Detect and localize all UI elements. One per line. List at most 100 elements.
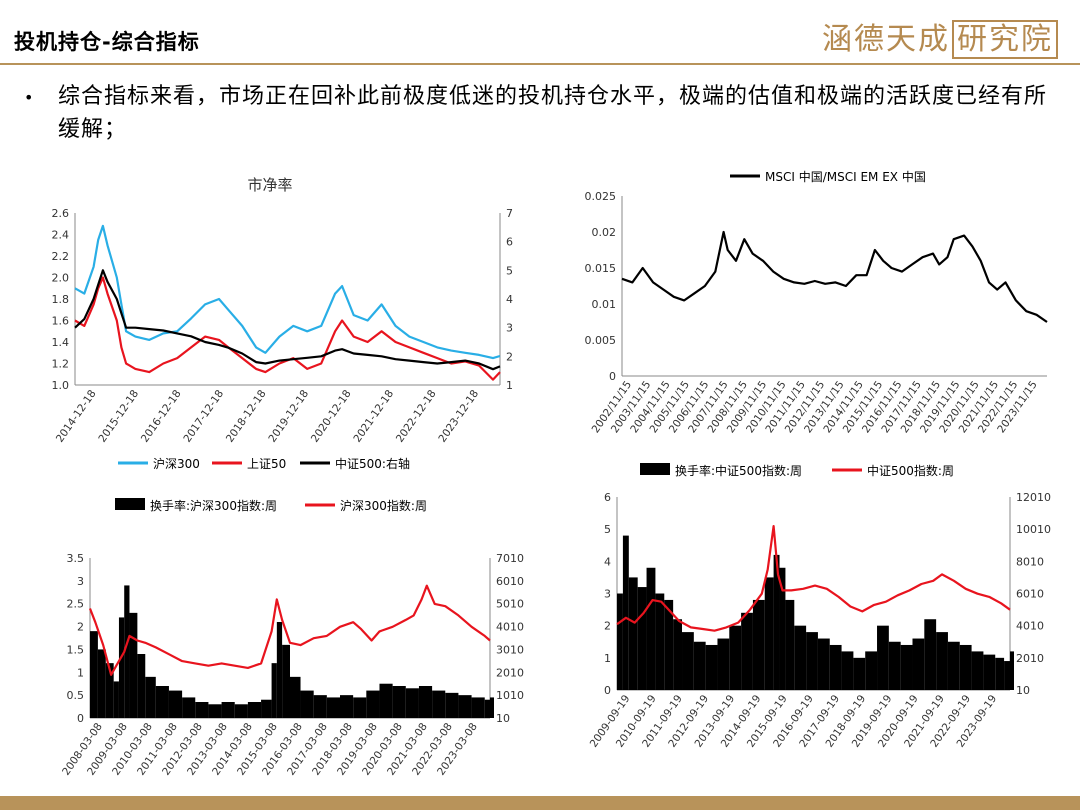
- hs300-y2-tick: 10: [496, 712, 510, 725]
- zz500-bar: [1010, 651, 1014, 690]
- hs300-bar: [208, 704, 222, 718]
- zz500-legend-label: 中证500指数:周: [867, 463, 954, 478]
- zz500-bar: [900, 644, 913, 690]
- zz500-bar: [1004, 661, 1010, 690]
- zz500-y2-tick: 8010: [1016, 555, 1044, 568]
- zz500-bar: [817, 638, 830, 690]
- zz500-bar: [741, 612, 753, 690]
- hs300-bar: [313, 695, 327, 718]
- pb-y2-tick: 2: [506, 350, 513, 363]
- zz500-legend-label: 换手率:中证500指数:周: [675, 463, 802, 478]
- logo-main-text: 涵德天成: [822, 22, 950, 57]
- pb-y-tick: 2.0: [52, 272, 70, 285]
- hs300-series-line: [88, 584, 491, 676]
- zz500-bar: [888, 641, 901, 690]
- hs300-y2-tick: 1010: [496, 689, 524, 702]
- zz500-bar: [664, 599, 674, 690]
- pb-legend-label: 沪深300: [153, 457, 200, 471]
- zz500-bar: [752, 599, 765, 690]
- hs300-bar: [276, 622, 283, 718]
- hs300-legend-label: 换手率:沪深300指数:周: [150, 498, 277, 513]
- zz500-bar: [729, 625, 742, 690]
- zz500-series-line: [616, 525, 1011, 632]
- pb-x-tick: 2014-12-18: [54, 388, 99, 445]
- hs300-bar: [97, 649, 106, 718]
- zz500-bar: [936, 632, 948, 690]
- hs300-bar: [234, 704, 248, 718]
- hs300-bar: [490, 697, 494, 718]
- pb-x-tick: 2020-12-18: [309, 388, 354, 445]
- msci-y-tick: 0.025: [585, 190, 617, 203]
- pb-y2-tick: 1: [506, 379, 513, 392]
- hs300-bar: [137, 654, 146, 718]
- msci-y-tick: 0.01: [592, 298, 617, 311]
- hs300-bar: [90, 631, 98, 718]
- pb-x-tick: 2023-12-18: [436, 388, 481, 445]
- zz500-bar: [617, 593, 623, 690]
- zz500-bar: [646, 567, 656, 690]
- zz500-y-tick: 5: [604, 523, 611, 536]
- zz500-bar: [853, 657, 866, 690]
- pb-y-tick: 2.4: [52, 229, 70, 242]
- pb-x-tick: 2016-12-18: [139, 388, 184, 445]
- header: 投机持仓-综合指标 涵德天成 研究院: [0, 0, 1080, 66]
- zz500-bar: [764, 577, 774, 690]
- pb-y-tick: 1.8: [52, 293, 70, 306]
- hs300-bar: [366, 690, 380, 718]
- zz500-y-tick: 6: [604, 491, 611, 504]
- zz500-bar: [971, 651, 984, 690]
- hs300-y-tick: 0: [77, 712, 84, 725]
- hs300-y2-tick: 7010: [496, 552, 524, 565]
- hs300-bar: [118, 617, 125, 718]
- pb-y-tick: 1.2: [52, 358, 70, 371]
- hs300-bar: [247, 702, 262, 718]
- pb-legend-label: 中证500:右轴: [335, 456, 410, 471]
- hs300-bar: [471, 697, 485, 718]
- hs300-bar: [484, 699, 490, 718]
- hs300-bar: [129, 612, 138, 718]
- msci-legend-label: MSCI 中国/MSCI EM EX 中国: [765, 169, 926, 184]
- zz500-bar: [779, 567, 786, 690]
- zz500-bar: [655, 593, 665, 690]
- hs300-y-tick: 1.5: [67, 643, 85, 656]
- hs300-bar: [432, 690, 446, 718]
- pb-y2-tick: 6: [506, 236, 513, 249]
- zz500-bar: [995, 657, 1005, 690]
- zz500-y2-tick: 10010: [1016, 523, 1051, 536]
- hs300-bar: [300, 690, 314, 718]
- hs300-y-tick: 2.5: [67, 598, 85, 611]
- pb-title: 市净率: [247, 176, 292, 194]
- zz500-bar: [829, 644, 842, 690]
- pb-series-line: [74, 269, 501, 371]
- msci-y-tick: 0: [609, 370, 616, 383]
- zz500-bar: [947, 641, 960, 690]
- hs300-y-tick: 3.5: [67, 552, 85, 565]
- hs300-y2-tick: 5010: [496, 598, 524, 611]
- zz500-y-tick: 1: [604, 652, 611, 665]
- pb-x-tick: 2015-12-18: [96, 388, 141, 445]
- hs300-bar: [405, 688, 419, 718]
- pb-x-tick: 2017-12-18: [181, 388, 226, 445]
- pb-series-line: [74, 224, 501, 360]
- zz500-bar: [983, 654, 996, 690]
- zz500-bar: [865, 651, 878, 690]
- summary-bullet: 综合指标来看，市场正在回补此前极度低迷的投机持仓水平，极端的估值和极端的活跃度已…: [58, 84, 1048, 142]
- zz500-bar: [622, 535, 629, 690]
- hs300-legend-swatch: [115, 498, 145, 510]
- hs300-bar: [195, 702, 209, 718]
- hs300-bar: [261, 699, 272, 718]
- hs300-bar: [340, 695, 354, 718]
- hs300-y-tick: 3: [77, 575, 84, 588]
- pb-y2-tick: 3: [506, 322, 513, 335]
- pb-x-tick: 2019-12-18: [266, 388, 311, 445]
- bullet-dot-icon: •: [24, 88, 34, 107]
- hs300-y2-tick: 6010: [496, 575, 524, 588]
- zz500-bar: [637, 587, 647, 690]
- hs300-bar: [458, 695, 472, 718]
- zz500-bar: [717, 638, 730, 690]
- hs300-bar: [379, 683, 393, 718]
- hs300-bar: [145, 676, 156, 718]
- pb-y2-tick: 4: [506, 293, 513, 306]
- pb-y-tick: 1.6: [52, 315, 70, 328]
